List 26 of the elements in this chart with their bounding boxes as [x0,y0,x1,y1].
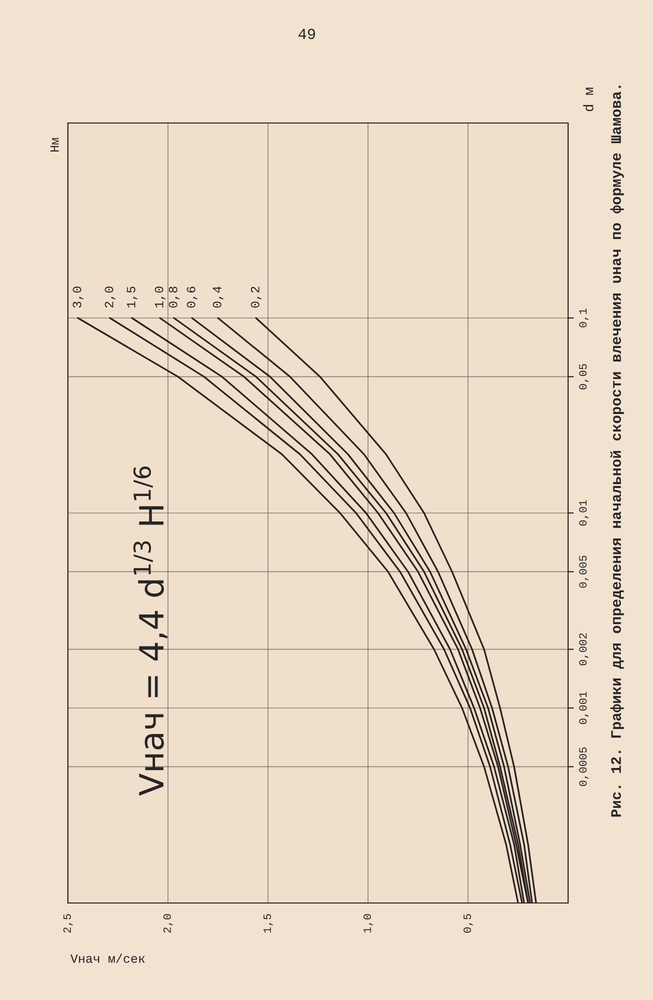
y-tick-label: 0,01 [579,500,589,526]
x-tick-label: 0,5 [464,914,473,933]
text: 3,0 [72,286,84,308]
x-axis-title: Vнач м/сек [70,954,145,963]
text: 0,2 [250,286,262,308]
y-tick-label: 0,001 [579,692,589,724]
text: 49 [298,28,316,40]
x-tick-label: 1,5 [264,914,273,933]
text: Рис. 12. Графики для определения начальной скорости влечения υнач по формуле Шамова. [610,86,624,817]
text: 1,0 [154,286,166,308]
y-axis-title: d м [583,88,594,112]
text: Hм [50,138,59,152]
x-tick-label: 2,5 [63,914,73,933]
annotation: Vнач = 4,4 d$^{1/3}$ H$^{1/6}$ [133,466,168,796]
y-tick-label: 0,0005 [579,747,589,786]
y-tick-label: 0,005 [579,556,589,588]
text: 0,6 [186,286,198,308]
text: 2,0 [104,286,116,308]
text: 0,4 [212,286,224,308]
text: 1,5 [126,286,138,308]
text: 0,8 [168,286,180,308]
y-tick-label: 0,002 [579,633,589,666]
x-tick-label: 2,0 [163,914,173,933]
y-tick-label: 0,1 [579,308,589,328]
y-tick-label: 0,05 [579,364,589,390]
x-tick-label: 1,0 [363,914,373,933]
